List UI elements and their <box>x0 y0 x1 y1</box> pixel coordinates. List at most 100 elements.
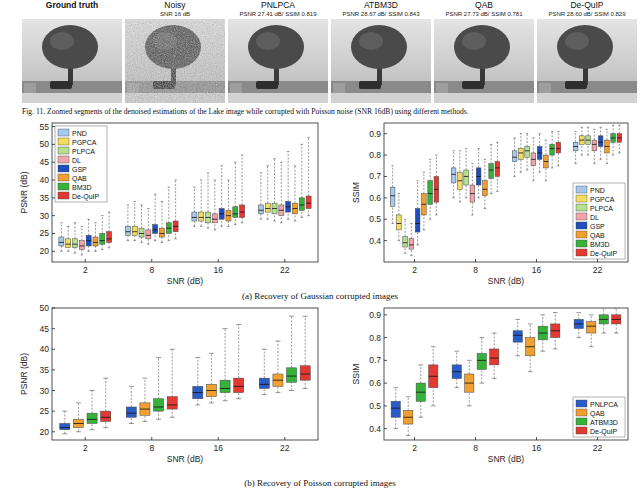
median <box>166 228 171 229</box>
lower-whisker <box>423 215 424 230</box>
upper-cap <box>74 222 77 223</box>
box-plot <box>153 194 158 240</box>
box-plot <box>416 365 425 417</box>
box-plot <box>428 159 433 219</box>
upper-cap <box>87 219 90 220</box>
box <box>512 151 517 162</box>
lower-cap <box>435 214 437 215</box>
lower-whisker <box>398 230 399 241</box>
lower-whisker <box>134 235 135 240</box>
box-plot <box>258 173 263 219</box>
legend-swatch <box>576 195 587 202</box>
box <box>140 403 150 415</box>
road <box>22 93 122 103</box>
box-plot <box>193 358 203 405</box>
box-plot <box>580 127 585 155</box>
upper-whisker <box>168 187 169 223</box>
median <box>79 245 84 246</box>
box-plot <box>495 142 500 191</box>
y-tick <box>384 360 387 361</box>
lower-whisker <box>469 392 470 406</box>
x-tick-label: 2 <box>412 443 417 453</box>
x-tick <box>218 437 219 440</box>
noise <box>125 19 225 103</box>
legend-label: QAB <box>72 175 87 183</box>
upper-whisker <box>591 315 592 322</box>
plot-frame <box>52 123 318 262</box>
lower-cap <box>108 247 111 248</box>
lower-whisker <box>131 417 132 423</box>
upper-whisker <box>520 134 521 149</box>
upper-cap <box>101 215 104 216</box>
median <box>219 213 224 214</box>
y-tick <box>384 155 387 156</box>
median <box>86 240 91 241</box>
lower-cap <box>74 253 77 254</box>
upper-cap <box>545 140 547 141</box>
lower-cap <box>484 208 486 209</box>
image <box>125 19 225 103</box>
box-plot <box>390 166 395 224</box>
box-plot <box>605 129 610 163</box>
box <box>166 223 171 234</box>
median <box>60 427 70 428</box>
upper-whisker <box>264 349 265 378</box>
median <box>512 157 517 158</box>
box-plot <box>192 187 197 226</box>
box <box>287 368 297 382</box>
median <box>93 242 98 243</box>
box-plot <box>612 308 621 333</box>
median <box>226 215 231 216</box>
lower-cap <box>581 155 583 156</box>
median <box>139 233 144 234</box>
upper-cap <box>280 162 283 163</box>
upper-cap <box>490 144 492 145</box>
y-tick-label: 40 <box>40 175 50 185</box>
upper-whisker <box>398 194 399 215</box>
lower-whisker <box>288 212 289 219</box>
median <box>101 417 111 418</box>
median <box>605 146 610 147</box>
box <box>592 140 597 151</box>
legend-label: PNLPCA <box>590 401 618 408</box>
upper-whisker <box>552 132 553 145</box>
lower-whisker <box>481 369 482 383</box>
upper-whisker <box>61 223 62 237</box>
lower-whisker <box>555 338 556 349</box>
image-title: PNLPCA <box>261 0 295 10</box>
lower-cap <box>60 251 63 252</box>
box-plot <box>451 151 456 198</box>
lower-cap <box>576 337 581 338</box>
upper-cap <box>540 314 545 315</box>
lower-whisker <box>514 161 515 176</box>
lower-whisker <box>417 232 418 245</box>
median <box>199 217 204 218</box>
lower-whisker <box>228 221 229 226</box>
lower-whisker <box>619 142 620 153</box>
upper-cap <box>599 127 601 128</box>
y-tick-label: 0.6 <box>369 193 381 203</box>
y-tick-label: 50 <box>40 303 50 313</box>
lower-whisker <box>305 380 306 388</box>
upper-cap <box>606 129 608 130</box>
box-plot <box>73 403 83 432</box>
y-tick-label: 0.8 <box>369 333 381 343</box>
lower-cap <box>492 378 497 379</box>
legend-frame <box>573 397 625 437</box>
upper-cap <box>576 312 581 313</box>
lower-whisker <box>466 185 467 198</box>
upper-whisker <box>274 159 275 204</box>
upper-cap <box>551 131 553 132</box>
image <box>434 19 534 103</box>
box-plot <box>550 132 555 168</box>
lower-cap <box>614 333 619 334</box>
median <box>580 140 585 141</box>
lower-cap <box>289 390 294 391</box>
image-subtitle: PSNR 28.60 dB/ SSIM 0.829 <box>548 11 626 17</box>
lower-whisker <box>527 157 528 170</box>
box <box>240 205 245 217</box>
legend-swatch <box>576 213 587 220</box>
lower-whisker <box>168 233 169 240</box>
upper-cap <box>587 127 589 128</box>
y-tick-label: 0.8 <box>369 150 381 160</box>
